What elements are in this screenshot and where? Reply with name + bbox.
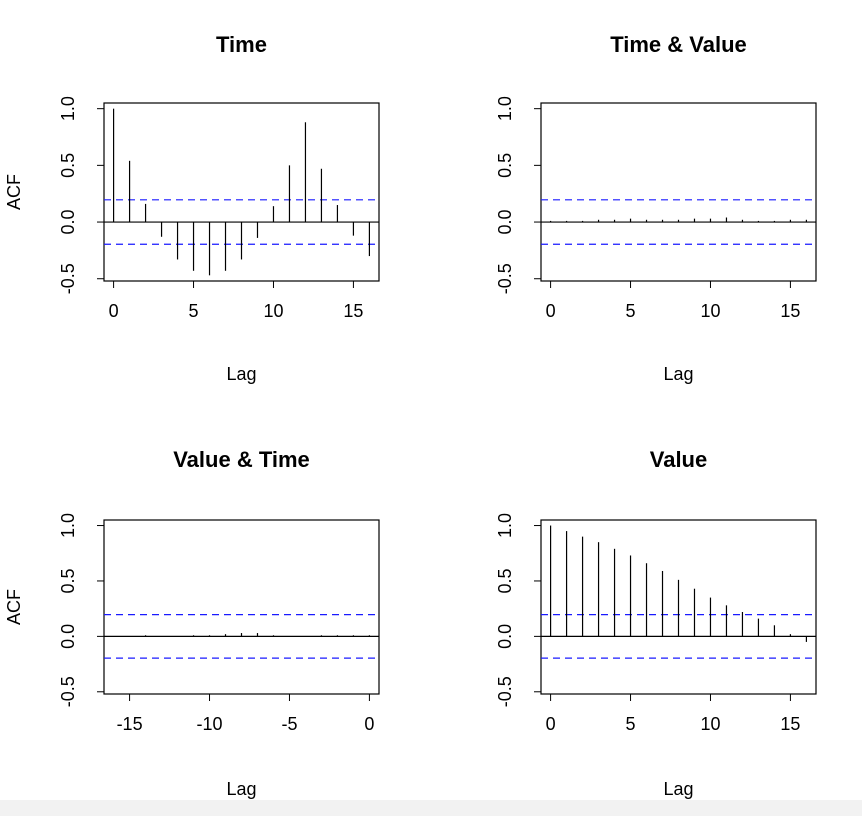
x-axis-label: Lag [663, 779, 693, 799]
y-axis-label: ACF [4, 174, 24, 210]
y-tick-label: 1.0 [58, 96, 78, 121]
x-tick-label: 0 [109, 301, 119, 321]
x-tick-label: -10 [197, 714, 223, 734]
y-tick-label: 0.0 [58, 210, 78, 235]
y-tick-label: 0.0 [495, 624, 515, 649]
x-tick-label: 15 [343, 301, 363, 321]
panel-title: Time & Value [610, 32, 747, 57]
x-tick-label: 0 [364, 714, 374, 734]
y-axis-label: ACF [4, 589, 24, 625]
x-tick-label: 15 [780, 301, 800, 321]
y-tick-label: 0.0 [495, 210, 515, 235]
y-tick-label: 0.5 [495, 153, 515, 178]
y-tick-label: -0.5 [495, 676, 515, 707]
panel-title: Value & Time [173, 447, 310, 472]
x-tick-label: 10 [263, 301, 283, 321]
plot-frame [103, 519, 380, 695]
x-tick-label: 10 [700, 301, 720, 321]
x-tick-label: 0 [546, 714, 556, 734]
x-tick-label: 5 [189, 301, 199, 321]
plot-frame [540, 519, 817, 695]
bottom-strip [0, 800, 862, 816]
acf-panel-4: Value 0 5 10 15 -0.5 0.0 0.5 1.0 Lag [495, 447, 817, 799]
x-tick-label: 0 [546, 301, 556, 321]
panel-title: Value [650, 447, 707, 472]
x-tick-label: 10 [700, 714, 720, 734]
x-tick-label: 5 [626, 301, 636, 321]
acf-panel-2: Time & Value 0 5 10 15 -0.5 0.0 0.5 1.0 Lag [495, 32, 817, 384]
x-tick-label: 5 [626, 714, 636, 734]
y-tick-label: -0.5 [58, 263, 78, 294]
x-axis-label: Lag [226, 779, 256, 799]
acf-panel-1: Time 0 5 10 15 -0.5 0.0 0.5 1.0 Lag ACF [4, 32, 380, 384]
acf-panel-3: Value & Time -15 -10 -5 0 -0.5 0.0 0.5 1.0 Lag ACF [4, 447, 380, 799]
plot-frame [103, 102, 380, 282]
y-tick-label: 0.5 [58, 568, 78, 593]
x-axis-label: Lag [663, 364, 693, 384]
y-tick-label: 0.5 [58, 153, 78, 178]
x-tick-label: 15 [780, 714, 800, 734]
y-tick-label: 1.0 [495, 513, 515, 538]
y-tick-label: -0.5 [58, 676, 78, 707]
x-tick-label: -5 [281, 714, 297, 734]
y-tick-label: 0.5 [495, 568, 515, 593]
x-axis-label: Lag [226, 364, 256, 384]
panel-title: Time [216, 32, 267, 57]
x-tick-label: -15 [117, 714, 143, 734]
y-tick-label: 0.0 [58, 624, 78, 649]
y-tick-label: 1.0 [495, 96, 515, 121]
plot-frame [540, 102, 817, 282]
y-tick-label: 1.0 [58, 513, 78, 538]
y-tick-label: -0.5 [495, 263, 515, 294]
